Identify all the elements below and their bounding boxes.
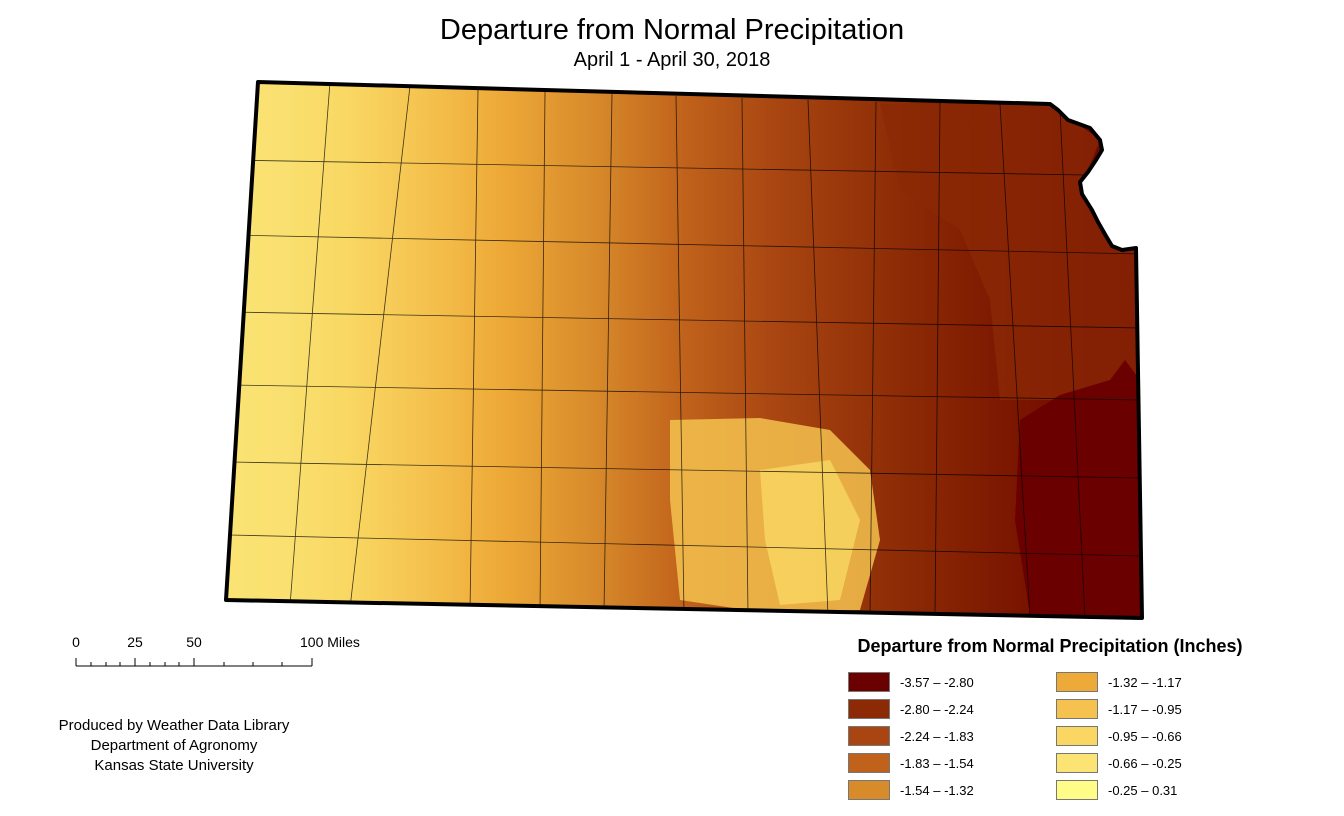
map-title: Departure from Normal Precipitation xyxy=(439,14,905,46)
legend-swatch xyxy=(1056,780,1098,800)
legend-label: -0.25 – 0.31 xyxy=(1108,782,1178,798)
legend-label: -1.54 – -1.32 xyxy=(900,782,974,798)
legend-swatch xyxy=(848,672,890,692)
legend-item: -1.32 – -1.17 xyxy=(1056,672,1182,692)
credits-line-2: Department of Agronomy xyxy=(90,737,258,754)
legend-item: -1.54 – -1.32 xyxy=(848,780,974,800)
legend-swatch xyxy=(848,699,890,719)
legend-item: -0.66 – -0.25 xyxy=(1056,753,1182,773)
legend-item: -3.57 – -2.80 xyxy=(848,672,974,692)
legend-swatch xyxy=(1056,726,1098,746)
legend-title: Departure from Normal Precipitation (Inc… xyxy=(857,636,1243,656)
legend-item: -0.95 – -0.66 xyxy=(1056,726,1182,746)
credits: Produced by Weather Data Library Departm… xyxy=(24,716,324,776)
legend-item: -2.80 – -2.24 xyxy=(848,699,974,719)
scale-label-0: 0 xyxy=(72,634,80,650)
legend-item: -2.24 – -1.83 xyxy=(848,726,974,746)
legend-label: -0.95 – -0.66 xyxy=(1108,728,1182,744)
legend-label: -3.57 – -2.80 xyxy=(900,674,974,690)
legend-item: -1.17 – -0.95 xyxy=(1056,699,1182,719)
county-boundaries xyxy=(229,82,1142,618)
scale-label-50: 50 xyxy=(186,634,202,650)
scale-bar-ruler xyxy=(75,658,313,667)
scale-label-25: 25 xyxy=(127,634,143,650)
legend-label: -2.24 – -1.83 xyxy=(900,728,974,744)
precip-zone-northeast xyxy=(880,104,1140,400)
legend-item: -0.25 – 0.31 xyxy=(1056,780,1177,800)
credits-line-1: Produced by Weather Data Library xyxy=(58,717,290,734)
legend-swatch xyxy=(1056,753,1098,773)
legend-label: -2.80 – -2.24 xyxy=(900,701,974,717)
map-subtitle: April 1 - April 30, 2018 xyxy=(573,49,771,71)
legend-swatch xyxy=(1056,699,1098,719)
legend-label: -0.66 – -0.25 xyxy=(1108,755,1182,771)
legend-label: -1.83 – -1.54 xyxy=(900,755,974,771)
legend-label: -1.17 – -0.95 xyxy=(1108,701,1182,717)
legend: -3.57 – -2.80 -2.80 – -2.24 -2.24 – -1.8… xyxy=(848,672,1268,812)
state-outline xyxy=(224,80,1144,620)
scale-label-100: 100 Miles xyxy=(300,634,360,650)
legend-label: -1.32 – -1.17 xyxy=(1108,674,1182,690)
legend-swatch xyxy=(1056,672,1098,692)
precip-zone-south-central-light xyxy=(760,460,860,605)
legend-swatch xyxy=(848,753,890,773)
legend-swatch xyxy=(848,780,890,800)
legend-item: -1.83 – -1.54 xyxy=(848,753,974,773)
legend-swatch xyxy=(848,726,890,746)
scale-bar: 0 25 50 100 Miles xyxy=(60,630,380,680)
credits-line-3: Kansas State University xyxy=(94,757,254,774)
